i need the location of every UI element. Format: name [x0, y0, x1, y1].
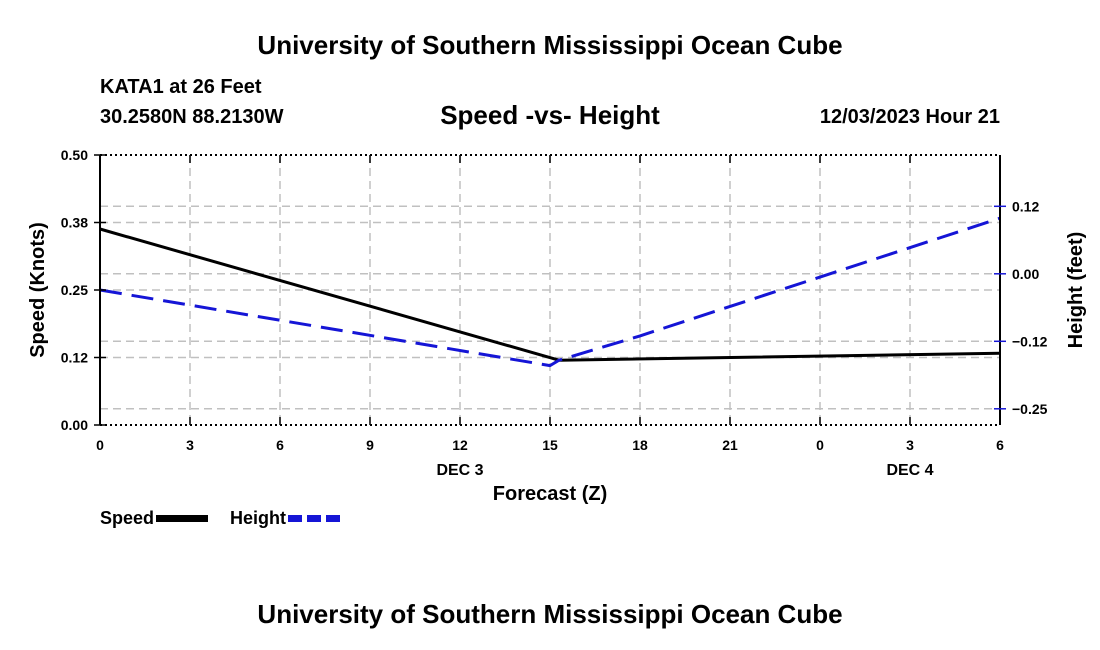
y-tick-label: 0.25 — [61, 282, 88, 298]
x-tick-label: 18 — [632, 437, 648, 453]
x-tick-label: 0 — [816, 437, 824, 453]
y2-tick-label: −0.25 — [1012, 401, 1048, 417]
x-tick-label: 0 — [96, 437, 104, 453]
axis-labels: 0 3 6 9 12 15 18 21 0 3 6 DEC 3 DEC 4 0.00 0.12 0.25 0.3… — [27, 147, 1087, 505]
date-label: DEC 3 — [436, 462, 483, 479]
x-tick-label: 9 — [366, 437, 374, 453]
x-tick-label: 21 — [722, 437, 738, 453]
y-axis-title: Speed (Knots) — [27, 222, 49, 358]
grid-lines — [100, 155, 1000, 425]
x-axis-title: Forecast (Z) — [493, 483, 607, 505]
y-tick-label: 0.00 — [61, 417, 88, 433]
footer-title: University of Southern Mississippi Ocean… — [257, 599, 843, 629]
legend-swatch-speed — [156, 515, 209, 522]
station-label: KATA1 at 26 Feet — [100, 76, 262, 98]
y-tick-label: 0.12 — [61, 350, 88, 366]
y2-axis-title: Height (feet) — [1065, 232, 1087, 349]
forecast-datetime: 12/03/2023 Hour 21 — [819, 106, 1000, 128]
series-lines — [99, 216, 1001, 368]
legend-label-height: Height — [230, 508, 286, 528]
x-tick-label: 12 — [452, 437, 468, 453]
axes — [94, 154, 1006, 426]
coordinates-label: 30.2580N 88.2130W — [100, 106, 284, 128]
legend-label-speed: Speed — [100, 508, 155, 528]
y-tick-label: 0.38 — [61, 215, 88, 231]
x-tick-label: 6 — [276, 437, 284, 453]
x-tick-label: 3 — [186, 437, 194, 453]
legend-item-speed: Speed — [100, 508, 209, 529]
date-label: DEC 4 — [886, 462, 933, 479]
x-tick-label: 6 — [996, 437, 1004, 453]
legend-item-height: Height — [230, 508, 340, 529]
x-tick-label: 3 — [906, 437, 914, 453]
x-tick-label: 15 — [542, 437, 558, 453]
y2-tick-label: −0.12 — [1012, 333, 1048, 349]
chart-subtitle: Speed -vs- Height — [440, 100, 660, 130]
y2-tick-label: 0.12 — [1012, 198, 1039, 214]
legend-swatch-height — [288, 515, 340, 522]
chart-main-title: University of Southern Mississippi Ocean… — [257, 30, 843, 60]
y2-tick-label: 0.00 — [1012, 266, 1039, 282]
series-line-height — [99, 216, 1001, 368]
y-tick-label: 0.50 — [61, 147, 88, 163]
